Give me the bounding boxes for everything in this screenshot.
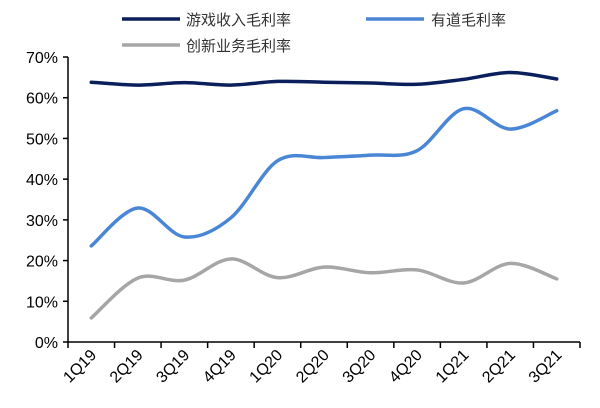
series-line-1 — [91, 108, 556, 246]
y-tick-label: 30% — [26, 213, 58, 230]
legend-item-youdao: 有道毛利率 — [366, 11, 506, 29]
x-tick-label: 3Q21 — [526, 347, 566, 387]
legend-item-game: 游戏收入毛利率 — [122, 11, 291, 29]
x-tick-label: 1Q20 — [247, 347, 287, 387]
legend: 游戏收入毛利率 有道毛利率 创新业务毛利率 — [122, 11, 506, 55]
x-tick-label: 3Q19 — [153, 347, 193, 387]
y-tick-label: 20% — [26, 254, 58, 271]
legend-label: 游戏收入毛利率 — [186, 11, 291, 29]
x-tick-label: 1Q19 — [60, 347, 100, 387]
series-group — [91, 72, 557, 318]
y-tick-label: 10% — [26, 294, 58, 311]
x-tick-label: 1Q21 — [433, 347, 473, 387]
y-tick-label: 60% — [26, 91, 58, 108]
x-tick-label: 2Q19 — [107, 347, 147, 387]
x-tick-label: 3Q20 — [340, 347, 380, 387]
x-tick-label: 4Q20 — [386, 347, 426, 387]
x-tick-label: 2Q21 — [479, 347, 519, 387]
series-line-0 — [91, 72, 556, 85]
y-tick-label: 40% — [26, 172, 58, 189]
x-tick-label: 4Q19 — [200, 347, 240, 387]
series-line-2 — [91, 259, 556, 318]
x-tick-label: 2Q20 — [293, 347, 333, 387]
y-tick-label: 0% — [35, 335, 58, 352]
y-tick-label: 70% — [26, 50, 58, 67]
legend-item-innovation: 创新业务毛利率 — [122, 37, 291, 55]
legend-label: 有道毛利率 — [431, 11, 506, 29]
y-tick-label: 50% — [26, 131, 58, 148]
legend-label: 创新业务毛利率 — [186, 37, 291, 55]
